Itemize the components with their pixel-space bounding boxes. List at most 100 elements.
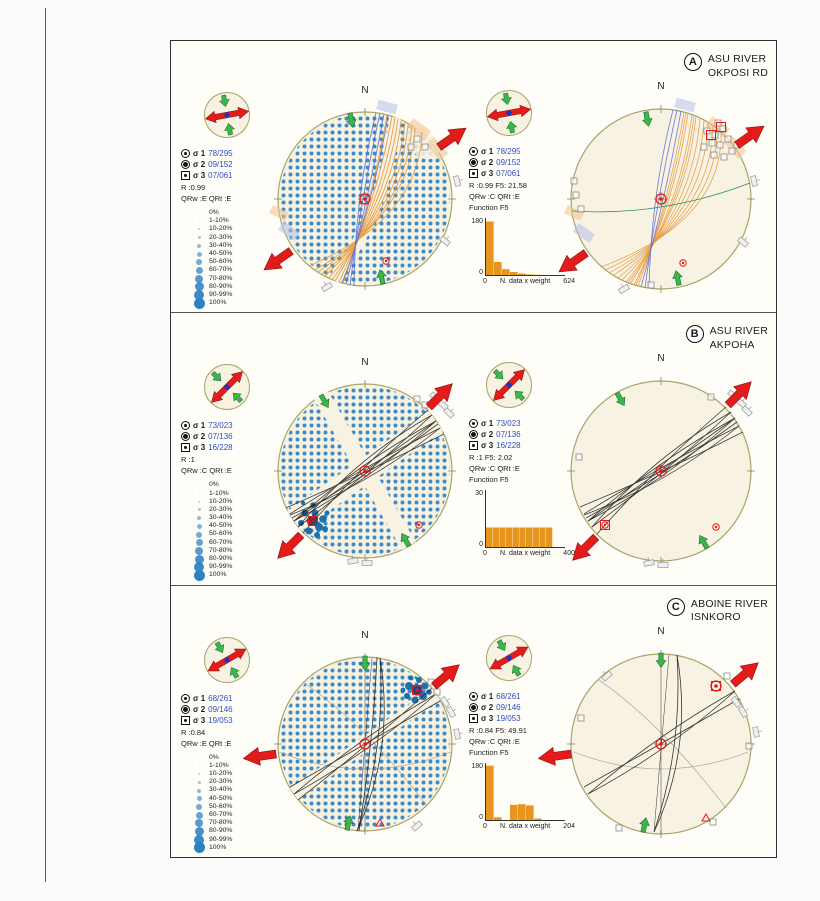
density-dot-cell (193, 273, 205, 285)
stress-compass-inset (476, 353, 542, 418)
density-dot-cell (193, 488, 205, 500)
density-scale-row: 0% (193, 481, 285, 489)
density-scale-row: 60-70% (193, 539, 285, 547)
density-scale-row: 30-40% (193, 514, 285, 522)
sigma1-icon (181, 693, 190, 703)
density-dot (193, 842, 205, 854)
density-dot (196, 796, 202, 802)
misfit-histogram: 180 0 (469, 218, 569, 276)
density-dot (197, 780, 201, 784)
stereonet-fault-plot: N (536, 626, 765, 838)
north-label: N (657, 626, 664, 637)
right-legend-column: σ 1 68/261 σ 2 09/146 σ 3 19/053 R :0.84 F5… (469, 626, 575, 830)
density-label: 80-90% (209, 282, 233, 290)
density-label: 70-80% (209, 274, 233, 282)
density-dot-cell (193, 569, 205, 581)
y-min-label: 0 (479, 269, 483, 276)
density-scale-row: 0% (193, 754, 285, 762)
density-dot-cell (193, 842, 205, 854)
density-dot-cell (193, 240, 205, 252)
sigma1-icon (469, 691, 478, 701)
stereonet-density-plot: N (258, 85, 472, 293)
function-label: Function F5 (469, 747, 509, 757)
density-label: 70-80% (209, 819, 233, 827)
density-scale-row: 1-10% (193, 490, 285, 498)
sigma3-row: σ 3 07/061 (181, 170, 285, 181)
density-dot-cell (193, 760, 205, 772)
sigma2-row: σ 2 09/146 (469, 702, 569, 713)
sigma-legend: σ 1 73/023 σ 2 07/136 σ 3 16/228 R :1 F5: 2… (469, 418, 569, 484)
density-dot (198, 228, 200, 231)
density-dot-cell (193, 248, 205, 260)
x-max-label: 204 (563, 822, 575, 830)
density-dot-cell (193, 281, 205, 293)
sigma-legend: σ 1 78/295 σ 2 09/152 σ 3 07/061 R :0.99 F5… (469, 146, 569, 212)
density-label: 100% (209, 843, 227, 851)
sigma1-icon (469, 147, 478, 156)
qr-value: QRw :E QRt :E (181, 738, 232, 748)
extension-arrow-ne (726, 655, 765, 691)
sigma-legend: σ 1 78/295 σ 2 09/152 σ 3 07/061 R :0.99 QR… (181, 148, 285, 203)
density-dot-cell (193, 504, 205, 516)
density-scale-row: 30-40% (193, 242, 285, 250)
density-scale-row: 80-90% (193, 281, 285, 293)
density-dot (196, 251, 202, 257)
x-axis-title: N. data x weight (500, 278, 551, 285)
panel-header: A ASU RIVER OKPOSI RD (683, 53, 768, 80)
density-dot (195, 819, 203, 828)
panel-title-line1: ASU RIVER (709, 325, 768, 338)
density-dot (195, 546, 203, 555)
north-label: N (657, 81, 664, 92)
north-label: N (361, 85, 368, 96)
sigma3-icon (469, 441, 478, 451)
x-axis-title: N. data x weight (500, 822, 551, 830)
x-min-label: 0 (483, 822, 487, 830)
r-f5-value: R :1 F5: 2.02 (469, 453, 513, 463)
density-label: 40-50% (209, 522, 233, 530)
sigma-legend: σ 1 68/261 σ 2 09/146 σ 3 19/053 R :0.84 QR… (181, 693, 285, 748)
density-scale-row: 0% (193, 209, 285, 217)
density-scale-row: 100% (193, 297, 285, 309)
density-label: 80-90% (209, 555, 233, 563)
density-label: 10-20% (209, 225, 233, 233)
sigma1-row: σ 1 78/295 (469, 146, 569, 157)
density-dot (194, 554, 204, 564)
density-dot-cell (193, 825, 205, 837)
density-label: 50-60% (209, 530, 233, 538)
density-scale-row: 20-30% (193, 506, 285, 514)
density-dot (194, 826, 204, 836)
density-scale-row: 80-90% (193, 825, 285, 837)
figure-frame: A ASU RIVER OKPOSI RD σ 1 78/295 σ 2 09/15… (170, 40, 777, 858)
panel-title: ABOINE RIVER ISNKORO (691, 598, 768, 625)
density-dot-cell (193, 793, 205, 805)
histogram-y-axis: 180 0 (469, 763, 483, 821)
density-dot (194, 282, 204, 292)
density-scale-row: 10-20% (193, 225, 285, 233)
r-value: R :0.84 (181, 727, 206, 737)
y-max-label: 180 (471, 218, 483, 225)
density-label: 30-40% (209, 241, 233, 249)
density-dot (195, 274, 203, 283)
sigma1-row: σ 1 68/261 (181, 693, 285, 704)
density-scale-row: 90-99% (193, 289, 285, 300)
r-f5-value: R :0.84 F5: 49.91 (469, 725, 527, 735)
sigma1-icon (469, 419, 478, 429)
density-scale-row: 40-50% (193, 522, 285, 530)
sigma2-row: σ 2 09/152 (181, 159, 285, 170)
panel-b: B ASU RIVER AKPOHA σ 1 73/023 σ 2 07/136 σ… (171, 313, 776, 586)
sigma3-icon (181, 443, 190, 453)
density-label: 10-20% (209, 770, 233, 778)
sigma3-row: σ 3 19/053 (469, 713, 569, 724)
density-dot-cell (193, 537, 205, 549)
density-scale-row: 70-80% (193, 819, 285, 828)
panel-title-line1: ASU RIVER (707, 53, 767, 65)
density-dot (197, 236, 201, 240)
density-dot-cell (193, 545, 205, 557)
sigma3-icon (181, 715, 190, 725)
x-max-label: 624 (563, 278, 575, 285)
density-dot (198, 773, 200, 776)
density-dot-cell (193, 256, 205, 268)
stress-compass-inset (200, 88, 254, 142)
sigma1-row: σ 1 68/261 (469, 691, 569, 702)
histogram-bars (485, 218, 565, 276)
